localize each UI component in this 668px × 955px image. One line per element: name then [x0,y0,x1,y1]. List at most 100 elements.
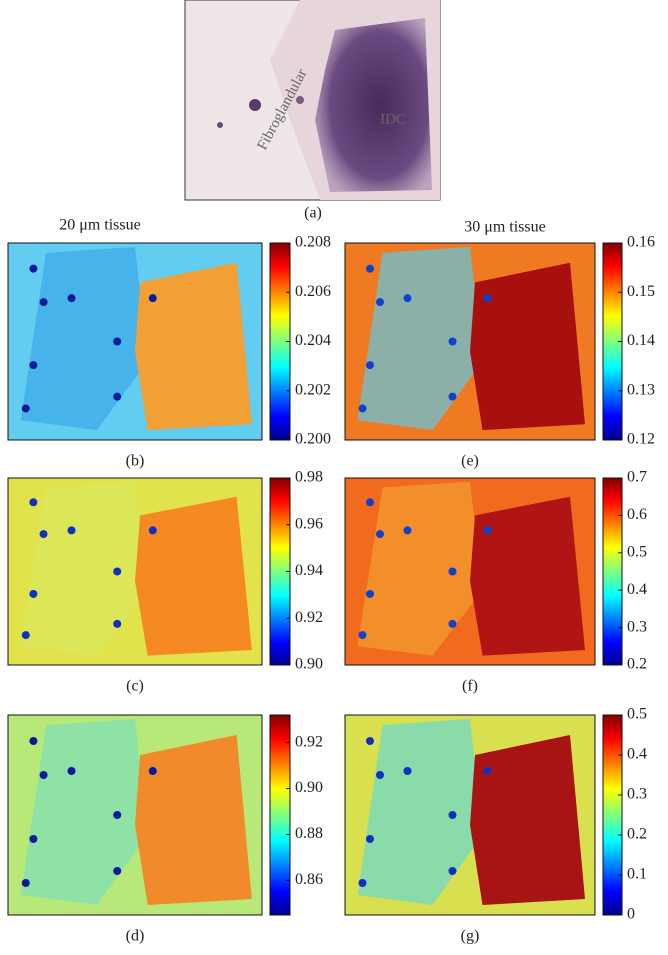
heatmap-frame [7,242,263,441]
spot [21,404,30,413]
spot [358,631,367,640]
spot [21,631,30,640]
spot [403,767,412,775]
spot [29,264,38,273]
colorbar-tick-label: 0.12 [627,431,655,448]
colorbar-tick-label: 0.3 [627,786,647,803]
spot [67,767,76,775]
spot [366,498,374,507]
spot [148,294,157,303]
colorbar-tick-label: 0.2 [627,826,647,843]
spot [113,867,122,875]
colorbar-tick-label: 0.15 [627,283,655,300]
colorbar [602,714,623,916]
spot [29,737,38,745]
spot [483,294,492,303]
spot [448,619,457,628]
spot [29,498,38,507]
column-title: 20 μm tissue [59,217,140,234]
colorbar-tick-label: 0.98 [295,469,323,486]
heatmap-frame [7,477,263,666]
colorbar-tick-label: 0.92 [295,609,323,626]
colorbar-tick-label: 0.88 [295,825,323,842]
heatmap-frame [7,714,263,916]
colorbar-tick-label: 0.92 [295,733,323,750]
spot [448,392,457,401]
spot [29,361,38,370]
heatmap [7,242,263,441]
spot [296,96,304,104]
panel-label: (g) [461,928,480,945]
spot [39,298,48,307]
colorbar-tick-label: 0.96 [295,515,323,532]
heatmap-region [20,481,148,656]
spot [217,122,223,128]
spot [39,530,48,539]
spot [29,835,38,843]
spot [448,337,457,346]
heatmap [344,477,596,666]
tumor-region [470,496,585,656]
spot [249,99,261,111]
colorbar-tick-label: 0 [627,906,635,923]
panel-label: (c) [126,678,144,695]
heatmap-region [20,246,148,431]
colorbar-tick-label: 0.202 [295,381,331,398]
spot [113,567,122,576]
colorbar-tick-label: 0.5 [627,706,647,723]
tumor-region [135,496,252,656]
spot [366,835,374,843]
colorbar [269,714,291,916]
idc-region [315,18,432,192]
spot [403,526,412,535]
spot [376,771,384,779]
colorbar-tick-label: 0.208 [295,234,331,251]
colorbar-tick-label: 0.1 [627,866,647,883]
spot [113,619,122,628]
colorbar-tick-label: 0.2 [627,656,647,673]
panel-label: (f) [462,678,478,695]
colorbar-tick-label: 0.204 [295,332,331,349]
spot [376,530,384,539]
tumor-region [470,262,585,431]
spot [67,294,76,303]
spot [148,767,157,775]
heatmap-frame [344,242,596,441]
colorbar-tick-label: 0.4 [627,746,647,763]
spot [448,867,457,875]
spot [113,337,122,346]
spot [358,879,367,887]
spot [483,767,492,775]
colorbar-tick-label: 0.6 [627,506,647,523]
spot [448,811,457,819]
spot [366,264,374,273]
spot [21,879,30,887]
colorbar [602,477,623,666]
spot [376,298,384,307]
heatmap-frame [344,477,596,666]
spot [29,589,38,598]
colorbar-tick-label: 0.4 [627,581,647,598]
heatmap-region [20,719,148,905]
panel-label: (a) [304,205,322,222]
spot [483,526,492,535]
column-title: 30 μm tissue [464,219,545,236]
spot [366,361,374,370]
panel-label: (e) [461,453,479,470]
heatmap [7,477,263,666]
spot [67,526,76,535]
colorbar-tick-label: 0.90 [295,656,323,673]
colorbar-tick-label: 0.7 [627,469,647,486]
colorbar-tick-label: 0.3 [627,618,647,635]
panel-label: (d) [126,928,145,945]
spot [148,526,157,535]
spot [39,771,48,779]
spot [366,589,374,598]
colorbar-tick-label: 0.94 [295,562,323,579]
heatmap-frame [344,714,596,916]
colorbar-tick-label: 0.200 [295,431,331,448]
spot [358,404,367,413]
spot [113,392,122,401]
